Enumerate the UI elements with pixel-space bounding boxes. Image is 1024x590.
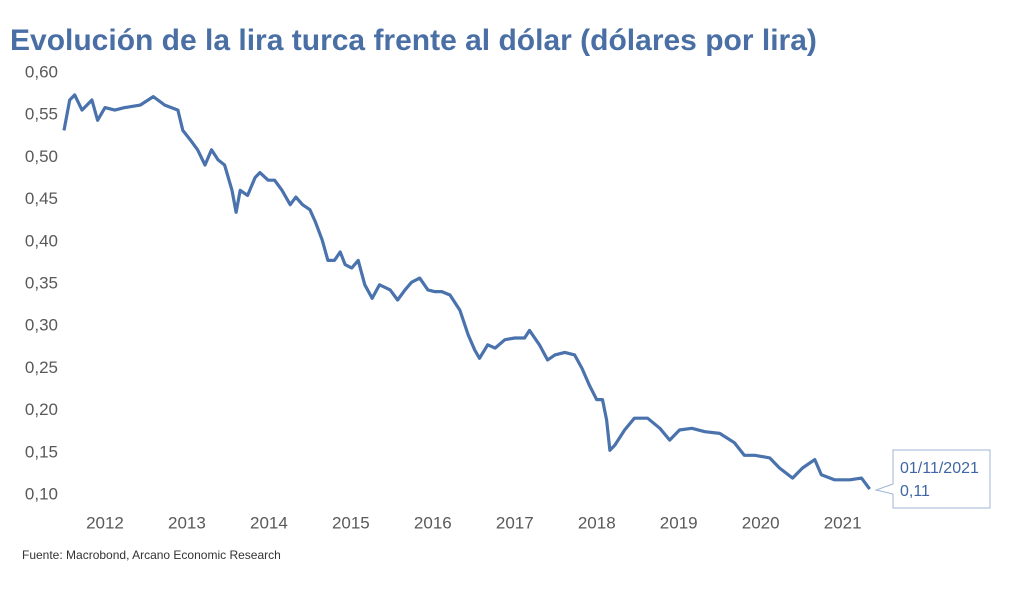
x-tick-label: 2018 (578, 513, 616, 532)
y-tick-label: 0,45 (25, 189, 58, 208)
y-tick-label: 0,35 (25, 273, 58, 292)
y-tick-label: 0,50 (25, 147, 58, 166)
y-tick-label: 0,20 (25, 400, 58, 419)
source: Fuente: Macrobond, Arcano Economic Resea… (22, 548, 281, 562)
callout-box (874, 449, 991, 509)
y-tick-label: 0,15 (25, 442, 58, 461)
y-tick-label: 0,60 (25, 62, 58, 81)
line (62, 93, 871, 491)
chart-title: Evolución de la lira turca frente al dól… (10, 24, 817, 57)
x-tick-label: 2013 (168, 513, 206, 532)
y-tick-label: 0,40 (25, 231, 58, 250)
y-tick-label: 0,25 (25, 358, 58, 377)
x-tick-label: 2014 (250, 513, 288, 532)
annotation: 0,11 (900, 483, 930, 500)
x-tick-label: 2019 (660, 513, 698, 532)
y-tick-label: 0,10 (25, 484, 58, 503)
y-tick-label: 0,30 (25, 316, 58, 335)
x-tick-label: 2020 (742, 513, 780, 532)
y-tick-label: 0,55 (25, 105, 58, 124)
x-tick-label: 2015 (332, 513, 370, 532)
annotation: 01/11/2021 (900, 460, 979, 477)
x-tick-label: 2012 (86, 513, 124, 532)
x-tick-label: 2021 (824, 513, 862, 532)
x-tick-label: 2017 (496, 513, 534, 532)
x-tick-label: 2016 (414, 513, 452, 532)
